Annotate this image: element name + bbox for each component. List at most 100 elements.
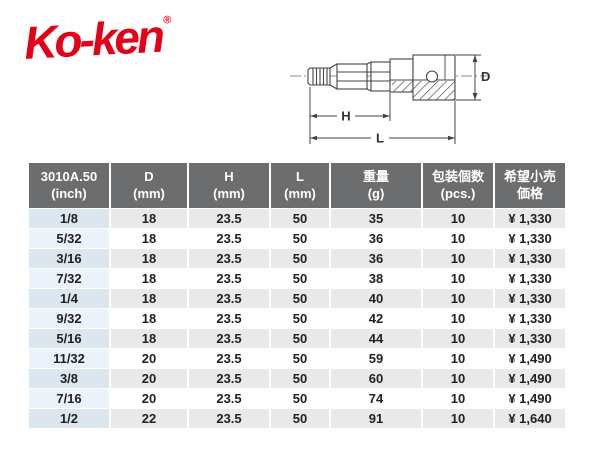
column-label: 希望小売 <box>503 169 556 185</box>
cell-pack: 10 <box>423 409 493 429</box>
cell-l: 50 <box>271 249 329 269</box>
cell-l: 50 <box>271 409 329 429</box>
socket-body-drawing <box>389 54 456 101</box>
column-label: 3010A.50 <box>40 169 98 185</box>
column-sublabel: (g) <box>367 185 385 201</box>
table-row: 5/32 18 23.5 50 36 10 ¥ 1,330 <box>29 229 565 249</box>
cell-weight: 42 <box>331 309 421 329</box>
cell-size: 1/2 <box>29 409 109 429</box>
cell-size: 5/16 <box>29 329 109 349</box>
cell-price: ¥ 1,490 <box>495 369 565 389</box>
cell-d: 22 <box>111 409 187 429</box>
cell-h: 23.5 <box>189 369 269 389</box>
cell-h: 23.5 <box>189 389 269 409</box>
column-sublabel: (mm) <box>213 185 245 201</box>
column-sublabel: (pcs.) <box>440 185 476 201</box>
column-header-d: D (mm) <box>111 163 187 208</box>
cell-l: 50 <box>271 209 329 229</box>
column-sublabel: (inch) <box>51 185 87 201</box>
column-header-h: H (mm) <box>189 163 269 208</box>
cell-d: 20 <box>111 389 187 409</box>
cell-size: 3/8 <box>29 369 109 389</box>
cell-price: ¥ 1,490 <box>495 349 565 369</box>
product-diagram: D H L <box>270 28 590 160</box>
cell-size: 5/32 <box>29 229 109 249</box>
cell-d: 18 <box>111 309 187 329</box>
cell-pack: 10 <box>423 289 493 309</box>
cell-weight: 59 <box>331 349 421 369</box>
cell-pack: 10 <box>423 209 493 229</box>
cell-size: 7/32 <box>29 269 109 289</box>
table-header-row: 3010A.50 (inch) D (mm) H (mm) L (mm) 重量 (g) 包装個数 (p… <box>29 163 565 208</box>
table-row: 1/4 18 23.5 50 40 10 ¥ 1,330 <box>29 289 565 309</box>
cell-d: 18 <box>111 249 187 269</box>
table-row: 1/2 22 23.5 50 91 10 ¥ 1,640 <box>29 409 565 429</box>
cell-price: ¥ 1,640 <box>495 409 565 429</box>
dimension-l: L <box>310 101 456 146</box>
table-body: 1/8 18 23.5 50 35 10 ¥ 1,330 5/32 18 23.5 50 36 10 ¥ … <box>29 209 565 429</box>
cell-d: 18 <box>111 269 187 289</box>
cell-pack: 10 <box>423 369 493 389</box>
cell-size: 7/16 <box>29 389 109 409</box>
table-row: 5/16 18 23.5 50 44 10 ¥ 1,330 <box>29 329 565 349</box>
cell-d: 18 <box>111 329 187 349</box>
column-header-price: 希望小売 価格 <box>495 163 565 208</box>
cell-l: 50 <box>271 369 329 389</box>
cell-price: ¥ 1,330 <box>495 269 565 289</box>
cell-h: 23.5 <box>189 409 269 429</box>
cell-d: 20 <box>111 349 187 369</box>
dimension-label-h: H <box>341 109 350 124</box>
cell-price: ¥ 1,330 <box>495 209 565 229</box>
cell-l: 50 <box>271 389 329 409</box>
cell-pack: 10 <box>423 249 493 269</box>
cell-weight: 44 <box>331 329 421 349</box>
column-header-size: 3010A.50 (inch) <box>29 163 109 208</box>
table-row: 9/32 18 23.5 50 42 10 ¥ 1,330 <box>29 309 565 329</box>
cell-pack: 10 <box>423 389 493 409</box>
cell-l: 50 <box>271 349 329 369</box>
cell-h: 23.5 <box>189 229 269 249</box>
cell-h: 23.5 <box>189 329 269 349</box>
dimension-label-l: L <box>376 131 384 146</box>
cell-h: 23.5 <box>189 209 269 229</box>
cell-l: 50 <box>271 229 329 249</box>
bit-shaft-drawing <box>336 61 391 92</box>
column-header-weight: 重量 (g) <box>331 163 421 208</box>
cell-pack: 10 <box>423 229 493 249</box>
cell-size: 1/4 <box>29 289 109 309</box>
cell-l: 50 <box>271 289 329 309</box>
table-row: 3/8 20 23.5 50 60 10 ¥ 1,490 <box>29 369 565 389</box>
column-label: D <box>144 169 154 185</box>
cell-price: ¥ 1,330 <box>495 289 565 309</box>
spec-table: 3010A.50 (inch) D (mm) H (mm) L (mm) 重量 (g) 包装個数 (p… <box>29 163 565 429</box>
cell-price: ¥ 1,330 <box>495 309 565 329</box>
cell-h: 23.5 <box>189 269 269 289</box>
cell-pack: 10 <box>423 349 493 369</box>
koken-logo: Ko-ken® <box>23 8 174 70</box>
column-header-l: L (mm) <box>271 163 329 208</box>
column-label: 包装個数 <box>431 169 484 185</box>
column-sublabel: (mm) <box>284 185 316 201</box>
table-row: 7/32 18 23.5 50 38 10 ¥ 1,330 <box>29 269 565 289</box>
cell-price: ¥ 1,330 <box>495 229 565 249</box>
dimension-h: H <box>309 87 391 144</box>
column-label: 重量 <box>362 169 389 185</box>
column-label: L <box>296 169 304 185</box>
cell-weight: 74 <box>331 389 421 409</box>
table-row: 3/16 18 23.5 50 36 10 ¥ 1,330 <box>29 249 565 269</box>
cell-size: 1/8 <box>29 209 109 229</box>
table-row: 1/8 18 23.5 50 35 10 ¥ 1,330 <box>29 209 565 229</box>
cell-price: ¥ 1,330 <box>495 249 565 269</box>
cell-weight: 36 <box>331 229 421 249</box>
cell-size: 11/32 <box>29 349 109 369</box>
column-header-pack: 包装個数 (pcs.) <box>423 163 493 208</box>
cell-weight: 36 <box>331 249 421 269</box>
cell-d: 18 <box>111 289 187 309</box>
cell-d: 20 <box>111 369 187 389</box>
column-label: H <box>224 169 234 185</box>
cell-l: 50 <box>271 309 329 329</box>
cell-d: 18 <box>111 209 187 229</box>
hex-bit-drawing <box>307 63 338 90</box>
cell-price: ¥ 1,490 <box>495 389 565 409</box>
column-sublabel: (mm) <box>133 185 165 201</box>
